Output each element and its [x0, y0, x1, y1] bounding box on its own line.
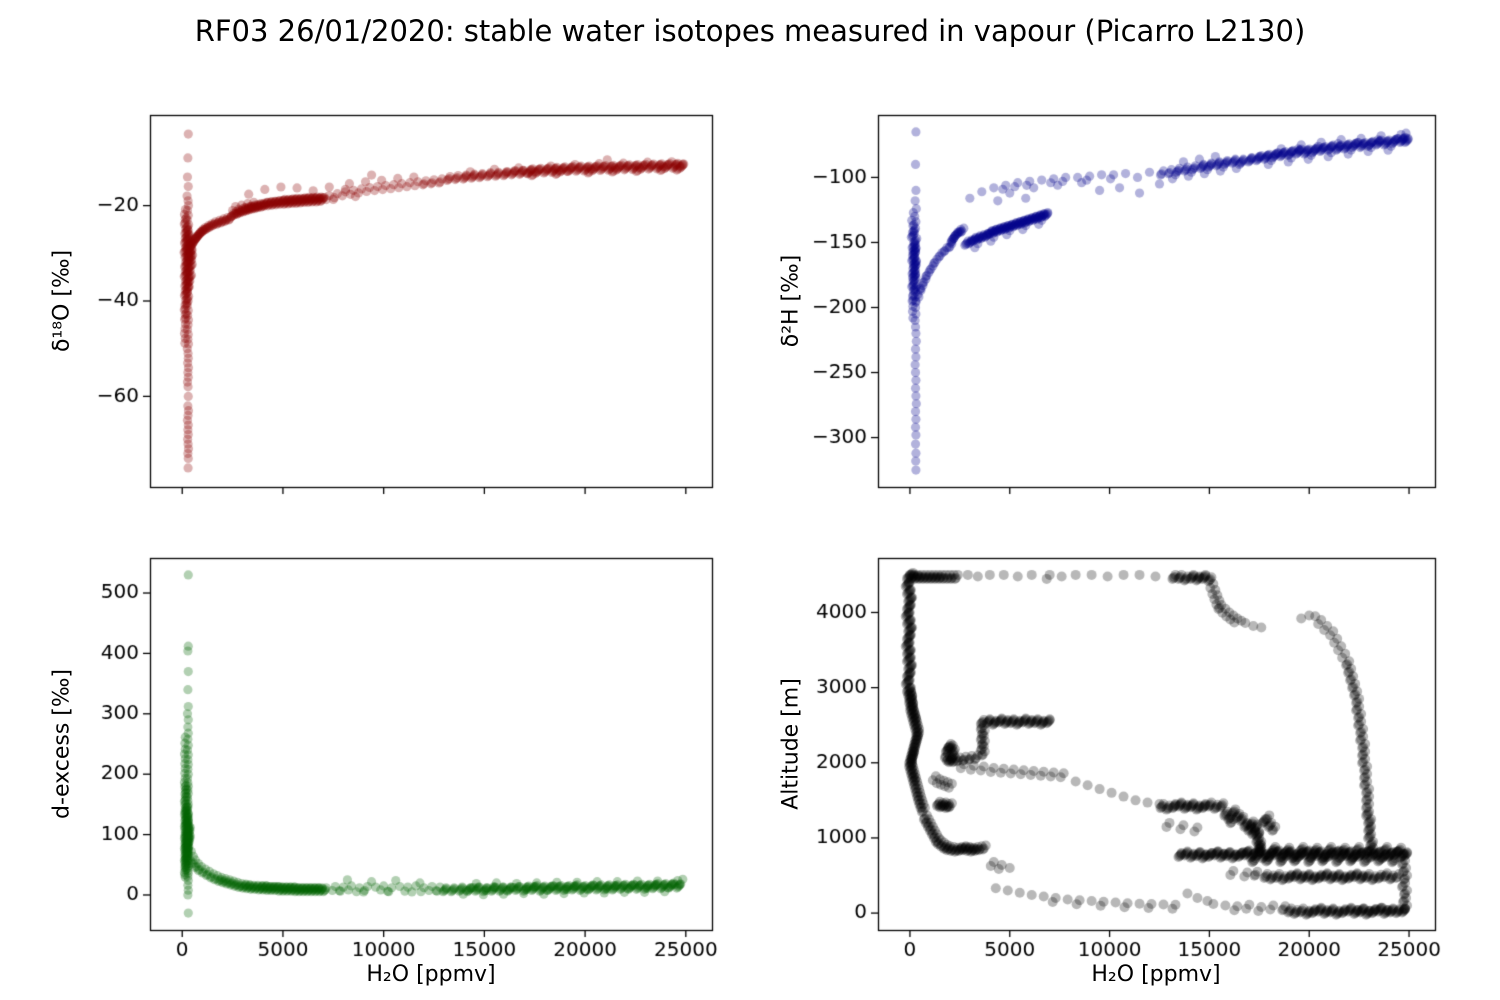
ylabel-dexcess: d-excess [‰] — [49, 669, 75, 819]
xlabel-h2o-right: H₂O [ppmv] — [1091, 962, 1221, 987]
ylabel-altitude: Altitude [m] — [778, 678, 804, 810]
xlabel-h2o-left: H₂O [ppmv] — [366, 962, 496, 987]
ylabel-d2h: δ²H [‰] — [778, 254, 804, 348]
ylabel-d18o: δ¹⁸O [‰] — [49, 249, 75, 353]
